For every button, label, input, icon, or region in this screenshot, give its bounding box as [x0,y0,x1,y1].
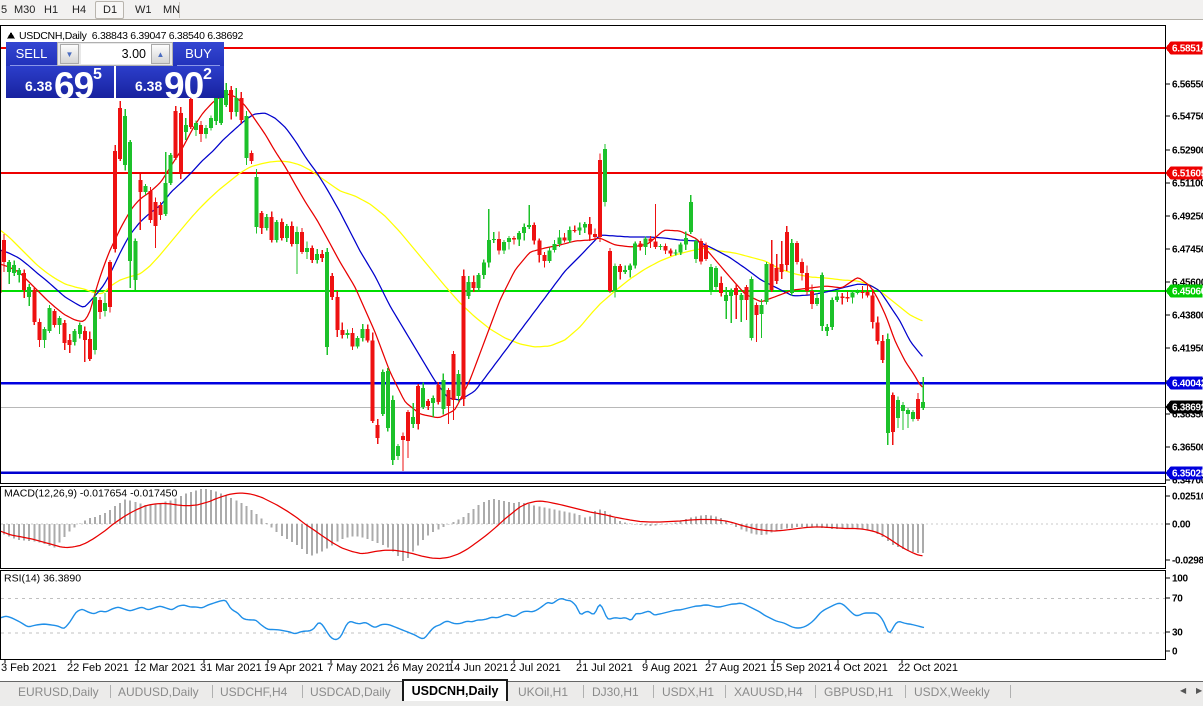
svg-text:6.45600: 6.45600 [1172,278,1203,289]
svg-text:6.51605: 6.51605 [1172,169,1203,180]
svg-text:12 Mar 2021: 12 Mar 2021 [134,662,196,674]
svg-text:6.54750: 6.54750 [1172,112,1203,123]
svg-text:14 Jun 2021: 14 Jun 2021 [448,662,509,674]
svg-text:RSI(14) 36.3890: RSI(14) 36.3890 [4,573,81,585]
svg-text:6.43800: 6.43800 [1172,311,1203,322]
svg-text:7 May 2021: 7 May 2021 [327,662,384,674]
svg-text:21 Jul 2021: 21 Jul 2021 [576,662,633,674]
svg-text:6.49250: 6.49250 [1172,212,1203,223]
svg-text:6.38692: 6.38692 [1172,403,1203,414]
svg-text:0.00: 0.00 [1172,520,1191,531]
svg-text:6.36500: 6.36500 [1172,443,1203,454]
svg-text:6.35025: 6.35025 [1172,469,1203,480]
svg-text:6.41950: 6.41950 [1172,344,1203,355]
svg-text:100: 100 [1172,574,1189,585]
svg-text:4 Oct 2021: 4 Oct 2021 [834,662,888,674]
svg-text:15 Sep 2021: 15 Sep 2021 [770,662,832,674]
svg-text:6.58514: 6.58514 [1172,44,1203,55]
svg-text:22 Feb 2021: 22 Feb 2021 [67,662,129,674]
svg-text:19 Apr 2021: 19 Apr 2021 [264,662,323,674]
svg-text:-0.02988: -0.02988 [1172,556,1203,567]
svg-text:30: 30 [1172,628,1183,639]
svg-text:6.51100: 6.51100 [1172,179,1203,190]
svg-text:3 Feb 2021: 3 Feb 2021 [1,662,57,674]
svg-text:22 Oct 2021: 22 Oct 2021 [898,662,958,674]
svg-text:6.40042: 6.40042 [1172,379,1203,390]
svg-text:70: 70 [1172,594,1183,605]
svg-text:2 Jul 2021: 2 Jul 2021 [510,662,561,674]
svg-text:9 Aug 2021: 9 Aug 2021 [642,662,698,674]
svg-text:26 May 2021: 26 May 2021 [387,662,451,674]
svg-text:6.47450: 6.47450 [1172,245,1203,256]
svg-text:6.45060: 6.45060 [1172,287,1203,298]
svg-text:MACD(12,26,9) -0.017654 -0.017: MACD(12,26,9) -0.017654 -0.017450 [4,488,178,500]
svg-text:31 Mar 2021: 31 Mar 2021 [200,662,262,674]
svg-text:USDCNH,Daily 6.38843 6.39047: USDCNH,Daily 6.38843 6.39047 6.38540 6.3… [19,30,244,42]
svg-text:6.52900: 6.52900 [1172,146,1203,157]
svg-text:6.34700: 6.34700 [1172,476,1203,487]
svg-text:0: 0 [1172,647,1178,658]
svg-text:0.02510: 0.02510 [1172,492,1203,503]
svg-text:6.56550: 6.56550 [1172,80,1203,91]
svg-text:27 Aug 2021: 27 Aug 2021 [705,662,767,674]
svg-text:6.38350: 6.38350 [1172,410,1203,421]
